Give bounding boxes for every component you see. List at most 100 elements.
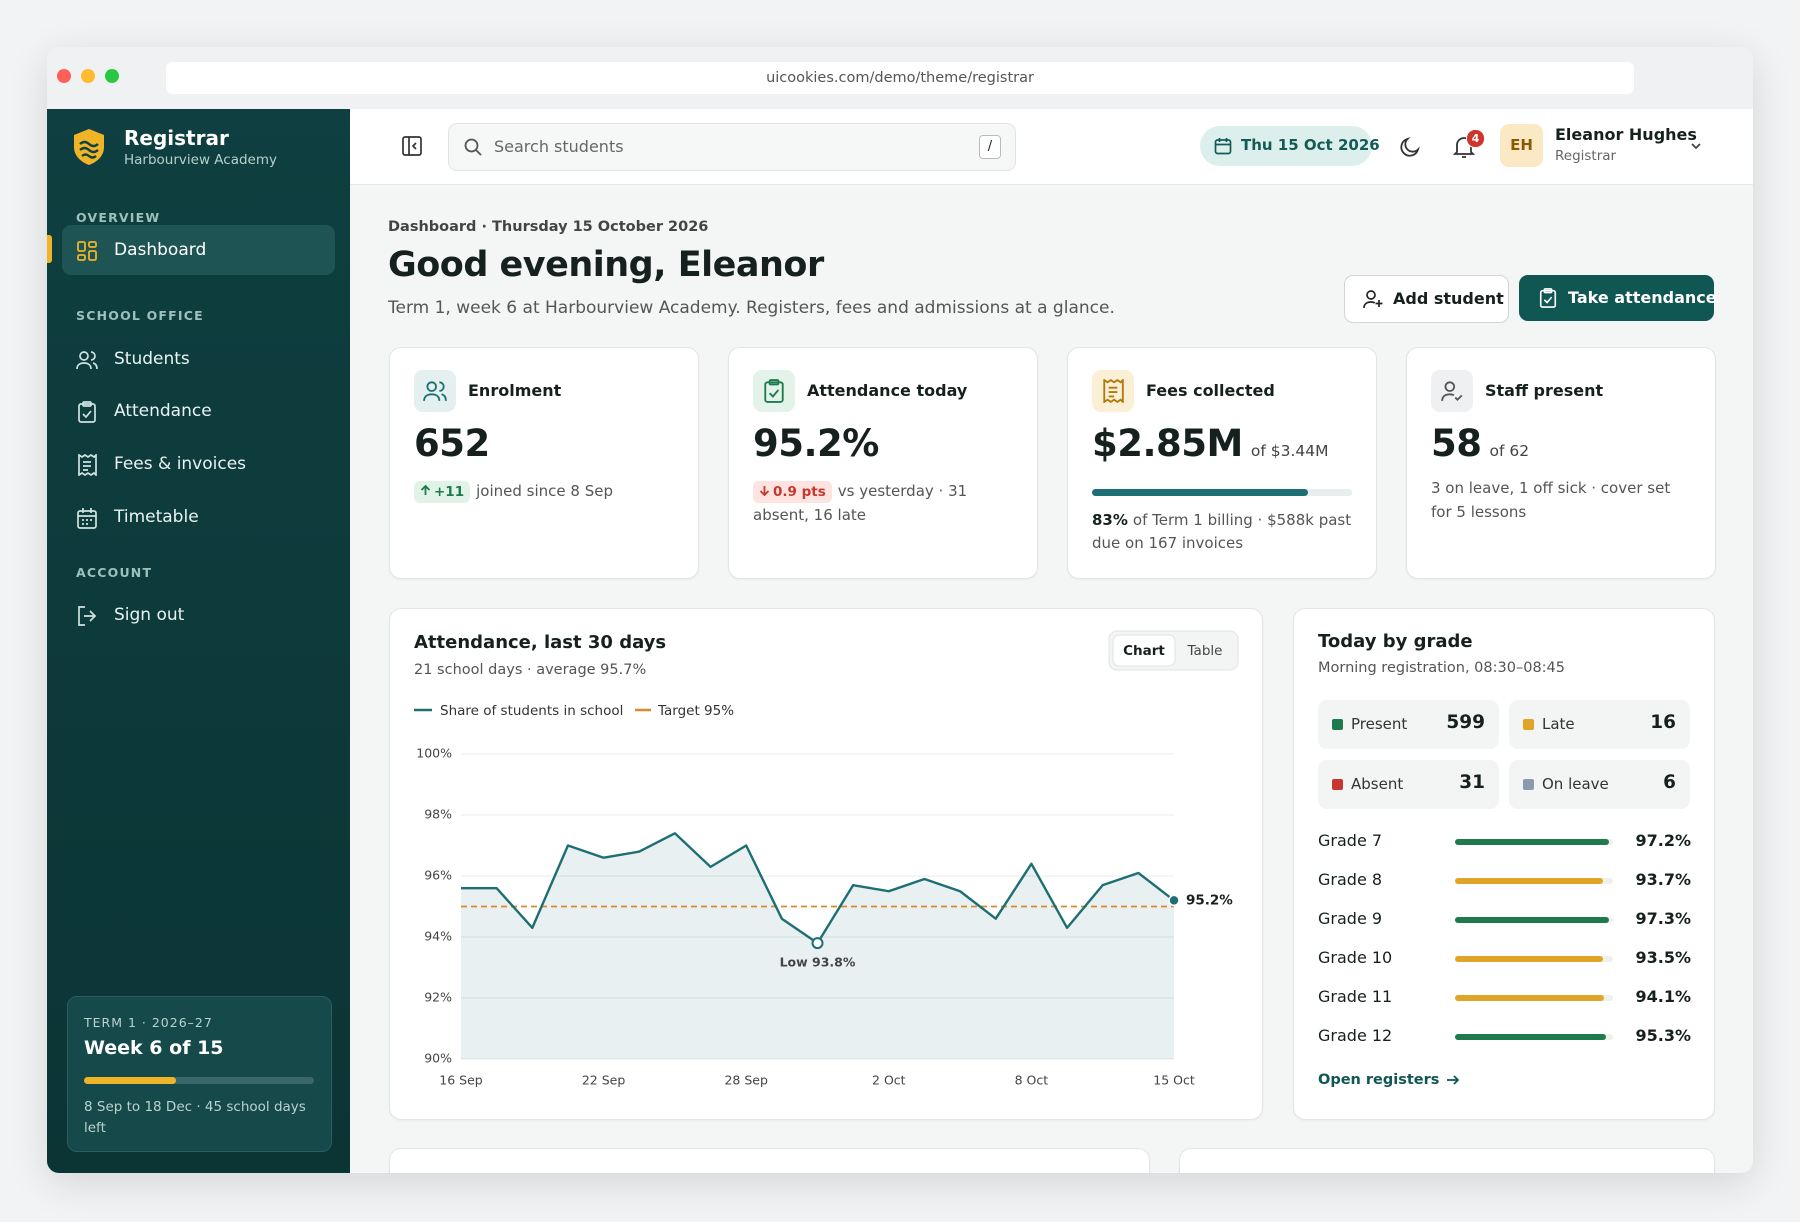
status-count: 31 xyxy=(1459,772,1485,793)
page-subtitle: Term 1, week 6 at Harbourview Academy. R… xyxy=(388,298,1115,318)
avatar[interactable]: EH xyxy=(1500,124,1543,167)
search-icon xyxy=(464,138,482,156)
stat-label: Attendance today xyxy=(807,381,968,400)
sidebar-toggle[interactable] xyxy=(401,135,423,157)
x-tick-label: 2 Oct xyxy=(872,1073,906,1088)
grade-track xyxy=(1455,995,1613,1001)
y-tick-label: 94% xyxy=(424,929,452,944)
status-dot xyxy=(1523,779,1534,790)
date-pill[interactable]: Thu 15 Oct 2026 xyxy=(1200,126,1380,166)
status-tile: Late 16 xyxy=(1509,700,1690,749)
grade-name: Grade 12 xyxy=(1318,1026,1393,1045)
y-tick-label: 96% xyxy=(424,868,452,883)
nav-item[interactable]: Fees & invoices xyxy=(114,454,247,474)
active-marker xyxy=(47,235,52,263)
icon xyxy=(77,241,97,261)
brand: Registrar xyxy=(124,126,229,150)
chart-title: Attendance, last 30 days xyxy=(414,632,666,653)
annotation: Low 93.8% xyxy=(780,955,856,970)
take-attendance-button[interactable]: Take attendance xyxy=(1519,275,1717,321)
progress-bar xyxy=(1092,489,1308,496)
search-placeholder: Search students xyxy=(494,137,624,156)
school-name: Harbourview Academy xyxy=(124,152,277,168)
toggle-option[interactable]: Table xyxy=(1187,643,1223,659)
status-tile: Absent 31 xyxy=(1318,760,1499,809)
user-menu[interactable] xyxy=(1689,139,1703,153)
nav-active[interactable] xyxy=(62,225,335,275)
grade-track xyxy=(1455,839,1613,845)
term-week: Week 6 of 15 xyxy=(84,1037,224,1059)
term-progress-track xyxy=(84,1077,314,1084)
breadcrumb: Dashboard · Thursday 15 October 2026 xyxy=(388,219,709,235)
stat-value-row: 652 xyxy=(414,422,490,465)
stat-value: $2.85M xyxy=(1092,422,1243,465)
open-registers-link[interactable]: Open registers xyxy=(1318,1072,1460,1088)
nav-item[interactable]: Sign out xyxy=(114,605,185,625)
status-count: 6 xyxy=(1663,772,1676,793)
icon xyxy=(78,454,97,476)
grade-track xyxy=(1455,1034,1613,1040)
stat-value-row: 58 of 62 xyxy=(1431,422,1529,465)
chart: Attendance, last 30 days 21 school days ·… xyxy=(414,630,1239,1088)
grade-track xyxy=(1455,956,1613,962)
nav-item[interactable]: Attendance xyxy=(114,401,212,421)
share-label: 83% xyxy=(1092,511,1128,529)
toggle-active[interactable] xyxy=(1112,634,1176,667)
search-box[interactable]: Search students / xyxy=(448,123,1016,171)
theme-toggle[interactable] xyxy=(1398,135,1422,159)
stat-note: 3 on leave, 1 off sick · cover set for 5… xyxy=(1431,479,1671,521)
chart-subtitle: 21 school days · average 95.7% xyxy=(414,662,646,678)
nav-item[interactable]: Timetable xyxy=(114,507,199,527)
end-point xyxy=(1168,894,1180,907)
attendance-card: Attendance, last 30 days 21 school days ·… xyxy=(389,608,1263,1120)
stat-icon xyxy=(1431,370,1473,412)
y-tick-label: 100% xyxy=(416,746,452,761)
date: Thu 15 Oct 2026 xyxy=(1241,136,1380,154)
status-count: 599 xyxy=(1446,712,1485,733)
link-label: Open registers xyxy=(1318,1072,1440,1088)
grade-bar xyxy=(1455,1034,1606,1040)
notification-badge: 4 xyxy=(1466,129,1485,148)
nav-item[interactable]: Dashboard xyxy=(114,240,207,260)
icon xyxy=(78,401,96,423)
icon xyxy=(76,351,98,370)
nav-item[interactable]: Students xyxy=(114,349,190,369)
maximize-dot[interactable] xyxy=(105,69,119,83)
legend-label: Target 95% xyxy=(657,703,734,719)
stat-value: 95.2% xyxy=(753,422,879,465)
status-name: Present xyxy=(1351,715,1408,733)
stat-value: 652 xyxy=(414,422,490,465)
term-note: 8 Sep to 18 Dec · 45 school days left xyxy=(84,1099,306,1136)
section-title: SCHOOL OFFICE xyxy=(76,308,204,323)
status-name: Absent xyxy=(1351,775,1404,793)
stat-note: joined since 8 Sep xyxy=(476,482,613,500)
toggle-option[interactable]: Chart xyxy=(1123,643,1165,659)
stat-card: Fees collected $2.85M of $3.44M 83% of Term … xyxy=(1067,347,1377,579)
progress-track xyxy=(1092,489,1352,496)
stat-note-block: 83% of Term 1 billing · $588k past due on… xyxy=(1092,509,1358,555)
add-student-button[interactable]: Add student xyxy=(1344,275,1509,323)
grade-value: 97.2% xyxy=(1635,831,1691,850)
low-point xyxy=(811,937,824,950)
section-title: OVERVIEW xyxy=(76,210,161,225)
button-label: Take attendance xyxy=(1568,288,1717,307)
stat-label: Enrolment xyxy=(468,381,562,400)
delta: +11 xyxy=(434,484,465,500)
grade-card: Today by grade Morning registration, 08:3… xyxy=(1293,608,1715,1120)
icon xyxy=(1539,288,1557,308)
shortcut-key: / xyxy=(979,135,1001,159)
status-tile: Present 599 xyxy=(1318,700,1499,749)
url-bar[interactable]: uicookies.com/demo/theme/registrar xyxy=(166,62,1634,94)
stat-icon xyxy=(1092,370,1134,412)
button-label: Add student xyxy=(1393,289,1504,308)
close-dot[interactable] xyxy=(57,69,71,83)
status-name: Late xyxy=(1542,715,1575,733)
grade-track xyxy=(1455,917,1613,923)
grade-value: 97.3% xyxy=(1635,909,1691,928)
minimize-dot[interactable] xyxy=(81,69,95,83)
y-tick-label: 90% xyxy=(424,1051,452,1066)
stat-of: of 62 xyxy=(1489,442,1530,460)
grade-name: Grade 8 xyxy=(1318,870,1383,889)
grade-value: 93.5% xyxy=(1635,948,1691,967)
